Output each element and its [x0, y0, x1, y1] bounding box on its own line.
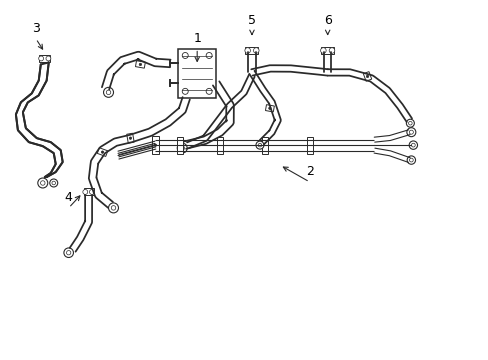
Circle shape — [206, 88, 212, 94]
Circle shape — [408, 130, 412, 134]
Circle shape — [253, 48, 259, 53]
Circle shape — [46, 56, 51, 61]
Circle shape — [408, 121, 411, 125]
Circle shape — [111, 206, 116, 210]
Bar — [135, 61, 145, 68]
Bar — [245, 46, 258, 54]
Text: 2: 2 — [305, 165, 313, 178]
Circle shape — [154, 144, 156, 146]
Circle shape — [182, 88, 188, 94]
Bar — [83, 189, 93, 195]
Circle shape — [101, 151, 103, 153]
Circle shape — [320, 48, 325, 53]
Circle shape — [89, 189, 94, 194]
Bar — [265, 105, 274, 112]
Circle shape — [38, 178, 48, 188]
Circle shape — [41, 181, 45, 185]
Circle shape — [64, 248, 73, 257]
Text: 6: 6 — [323, 14, 331, 27]
Circle shape — [244, 48, 250, 53]
Bar — [126, 133, 134, 143]
Bar — [177, 137, 183, 154]
Circle shape — [406, 128, 415, 137]
Circle shape — [139, 63, 142, 66]
Circle shape — [180, 146, 184, 150]
Circle shape — [103, 87, 113, 97]
Circle shape — [108, 203, 118, 213]
Circle shape — [52, 181, 56, 185]
Text: 1: 1 — [193, 32, 201, 45]
Text: 3: 3 — [32, 22, 40, 35]
Bar — [321, 46, 333, 54]
Circle shape — [268, 107, 270, 109]
Circle shape — [182, 53, 188, 58]
Bar — [152, 136, 159, 154]
Circle shape — [106, 90, 111, 95]
Circle shape — [129, 137, 131, 139]
Bar — [262, 137, 267, 154]
Circle shape — [255, 141, 264, 149]
Bar — [306, 137, 312, 154]
Bar — [39, 55, 50, 62]
Circle shape — [408, 158, 412, 162]
Bar — [363, 72, 371, 81]
Bar — [97, 148, 107, 157]
Circle shape — [406, 119, 413, 127]
Circle shape — [39, 56, 43, 61]
Circle shape — [258, 143, 261, 147]
Circle shape — [366, 75, 368, 78]
Circle shape — [66, 251, 71, 255]
Circle shape — [177, 143, 187, 153]
Circle shape — [50, 179, 58, 187]
Circle shape — [328, 48, 334, 53]
Circle shape — [206, 53, 212, 58]
Text: 5: 5 — [247, 14, 255, 27]
Bar — [217, 137, 223, 154]
Circle shape — [410, 143, 414, 147]
Bar — [178, 49, 216, 98]
Circle shape — [82, 189, 87, 194]
Circle shape — [407, 156, 415, 164]
Text: 4: 4 — [64, 191, 73, 204]
Circle shape — [408, 141, 417, 149]
